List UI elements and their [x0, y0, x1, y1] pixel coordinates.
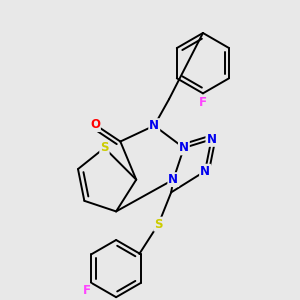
Text: N: N: [200, 165, 210, 178]
Text: N: N: [206, 133, 216, 146]
Text: N: N: [179, 141, 189, 154]
Text: F: F: [82, 284, 91, 297]
Text: S: S: [154, 218, 163, 231]
Text: N: N: [149, 119, 159, 132]
Text: N: N: [168, 173, 178, 186]
Text: S: S: [100, 141, 109, 154]
Text: O: O: [90, 118, 100, 131]
Text: F: F: [199, 96, 207, 110]
